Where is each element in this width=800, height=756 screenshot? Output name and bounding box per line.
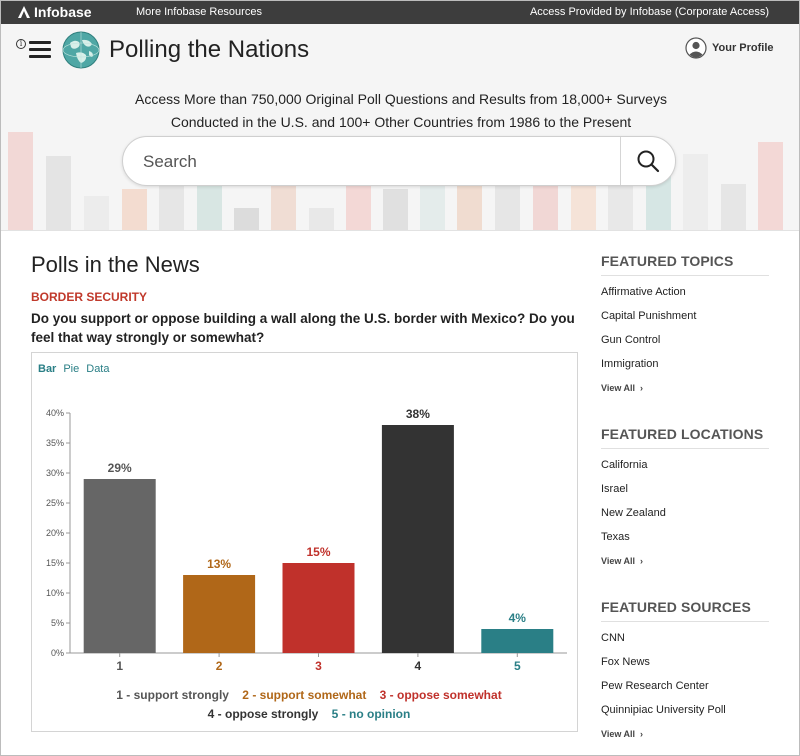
featured-locations-list: California Israel New Zealand Texas (601, 458, 769, 554)
chevron-right-icon: › (637, 556, 644, 566)
featured-sources-heading: FEATURED SOURCES (601, 599, 769, 622)
y-tick-label: 20% (46, 528, 64, 538)
legend-entry[interactable]: 5 - no opinion (318, 707, 410, 721)
x-tick-label: 4 (415, 659, 422, 673)
sources-view-all-link[interactable]: View All › (601, 729, 769, 739)
bar-value-label: 15% (306, 545, 330, 559)
top-bar: Infobase More Infobase Resources Access … (1, 1, 799, 24)
bar-value-label: 13% (207, 557, 231, 571)
poll-chart-panel: Bar Pie Data 0% 5% 10% 15% 20% 25% 30% 35% 40% 29… (31, 352, 578, 732)
view-all-label: View All (601, 729, 636, 739)
y-tick-label: 5% (51, 618, 64, 628)
your-profile-button[interactable]: Your Profile (685, 37, 774, 59)
more-resources-link[interactable]: More Infobase Resources (136, 6, 262, 18)
featured-topics-list: Affirmative Action Capital Punishment Gu… (601, 285, 769, 381)
y-tick-label: 40% (46, 408, 64, 418)
brand-name: Infobase (34, 4, 92, 20)
bar (83, 479, 156, 653)
legend-entry[interactable]: 3 - oppose somewhat (366, 688, 501, 702)
tab-data[interactable]: Data (86, 363, 110, 375)
y-tick-label: 35% (46, 438, 64, 448)
bar (481, 629, 554, 653)
infobase-logo-icon (18, 6, 30, 18)
tagline-line-2: Conducted in the U.S. and 100+ Other Cou… (170, 114, 632, 130)
featured-topics-heading: FEATURED TOPICS (601, 253, 769, 276)
location-item[interactable]: New Zealand (601, 507, 666, 519)
x-tick-label: 3 (315, 659, 322, 673)
view-all-label: View All (601, 383, 636, 393)
chevron-right-icon: › (637, 729, 644, 739)
hero-banner: i Polling the Nations Your Profile Acces… (1, 24, 799, 231)
location-item[interactable]: Israel (601, 483, 628, 495)
polls-in-the-news-heading: Polls in the News (31, 252, 200, 277)
locations-view-all-link[interactable]: View All › (601, 556, 769, 566)
search-button[interactable] (621, 137, 675, 185)
source-item[interactable]: Fox News (601, 656, 650, 668)
topic-item[interactable]: Gun Control (601, 334, 661, 346)
featured-topics-section: FEATURED TOPICS Affirmative Action Capit… (601, 253, 769, 393)
globe-icon[interactable] (62, 31, 100, 69)
y-tick-label: 30% (46, 468, 64, 478)
view-all-label: View All (601, 556, 636, 566)
topic-item[interactable]: Immigration (601, 358, 659, 370)
chevron-right-icon: › (637, 383, 644, 393)
source-item[interactable]: CNN (601, 632, 625, 644)
user-avatar-icon (685, 37, 707, 59)
x-tick-label: 5 (514, 659, 521, 673)
hamburger-menu-icon[interactable] (29, 41, 51, 59)
info-icon[interactable]: i (16, 39, 26, 49)
featured-sources-section: FEATURED SOURCES CNN Fox News Pew Resear… (601, 599, 769, 739)
y-tick-label: 10% (46, 588, 64, 598)
legend-entry[interactable]: 1 - support strongly (116, 688, 229, 702)
bar-chart: 0% 5% 10% 15% 20% 25% 30% 35% 40% 29% 1 13% 2 15% 3 38%… (46, 407, 567, 721)
bar-value-label: 29% (108, 461, 132, 475)
bar (183, 575, 256, 653)
bar-value-label: 38% (406, 407, 430, 421)
featured-locations-section: FEATURED LOCATIONS California Israel New… (601, 426, 769, 566)
site-title[interactable]: Polling the Nations (109, 36, 310, 63)
infobase-logo[interactable]: Infobase (17, 4, 92, 20)
topics-view-all-link[interactable]: View All › (601, 383, 769, 393)
y-tick-label: 0% (51, 648, 64, 658)
tagline: Access More than 750,000 Original Poll Q… (1, 88, 799, 134)
tab-pie[interactable]: Pie (63, 363, 80, 375)
chart-view-tabs: Bar Pie Data (38, 363, 110, 375)
location-item[interactable]: California (601, 459, 648, 471)
profile-label: Your Profile (712, 42, 774, 54)
bar (282, 563, 355, 653)
topic-item[interactable]: Affirmative Action (601, 286, 686, 298)
search-input[interactable] (143, 149, 613, 175)
legend-entry[interactable]: 2 - support somewhat (229, 688, 366, 702)
search-bar (122, 136, 676, 186)
source-item[interactable]: Pew Research Center (601, 680, 709, 692)
bar-value-label: 4% (509, 611, 527, 625)
search-icon (637, 150, 660, 173)
featured-locations-heading: FEATURED LOCATIONS (601, 426, 769, 449)
featured-sources-list: CNN Fox News Pew Research Center Quinnip… (601, 631, 769, 727)
source-item[interactable]: Quinnipiac University Poll (601, 704, 726, 716)
location-item[interactable]: Texas (601, 531, 630, 543)
y-tick-label: 25% (46, 498, 64, 508)
search-divider (620, 137, 621, 185)
poll-topic-link[interactable]: BORDER SECURITY (31, 290, 148, 304)
chart-legend-row: 1 - support strongly 2 - support somewha… (116, 688, 501, 702)
access-provided-text: Access Provided by Infobase (Corporate A… (529, 6, 769, 18)
legend-entry[interactable]: 4 - oppose strongly (208, 707, 319, 721)
poll-question[interactable]: Do you support or oppose building a wall… (31, 311, 575, 345)
tagline-line-1: Access More than 750,000 Original Poll Q… (135, 91, 667, 107)
tab-bar[interactable]: Bar (38, 363, 57, 375)
topic-item[interactable]: Capital Punishment (601, 310, 697, 322)
x-tick-label: 2 (216, 659, 223, 673)
bar (381, 425, 454, 653)
chart-legend-row: 4 - oppose strongly 5 - no opinion (208, 707, 411, 721)
x-tick-label: 1 (116, 659, 123, 673)
y-tick-label: 15% (46, 558, 64, 568)
